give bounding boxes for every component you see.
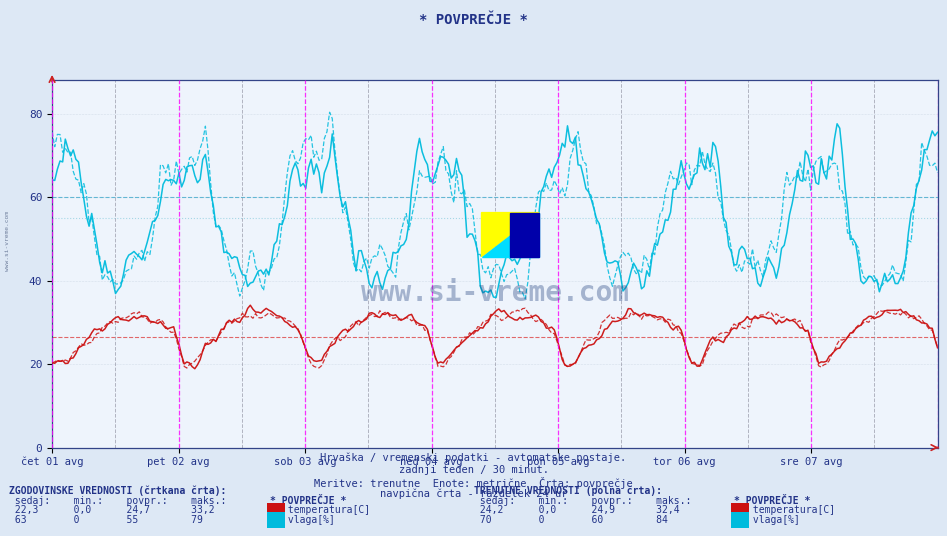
Text: www.si-vreme.com: www.si-vreme.com	[5, 211, 10, 271]
Text: sedaj:    min.:    povpr.:    maks.:: sedaj: min.: povpr.: maks.:	[9, 496, 227, 506]
Text: * POVPREČJE *: * POVPREČJE *	[270, 496, 347, 506]
Text: zadnji teden / 30 minut.: zadnji teden / 30 minut.	[399, 465, 548, 475]
Polygon shape	[481, 213, 539, 257]
Text: * POVPREČJE *: * POVPREČJE *	[420, 13, 527, 27]
Text: * POVPREČJE *: * POVPREČJE *	[734, 496, 811, 506]
Text: TRENUTNE VREDNOSTI (polna črta):: TRENUTNE VREDNOSTI (polna črta):	[474, 485, 662, 496]
Text: Meritve: trenutne  Enote: metrične  Črta: povprečje: Meritve: trenutne Enote: metrične Črta: …	[314, 477, 633, 488]
Text: 63        0        55         79: 63 0 55 79	[9, 515, 221, 525]
Text: 70        0        60         84: 70 0 60 84	[474, 515, 685, 525]
Text: www.si-vreme.com: www.si-vreme.com	[361, 279, 629, 307]
Text: temperatura[C]: temperatura[C]	[747, 505, 835, 516]
Text: ZGODOVINSKE VREDNOSTI (črtkana črta):: ZGODOVINSKE VREDNOSTI (črtkana črta):	[9, 485, 227, 496]
Text: 24,2      0,0      24,9       32,4: 24,2 0,0 24,9 32,4	[474, 505, 685, 516]
Text: temperatura[C]: temperatura[C]	[282, 505, 370, 516]
Text: sedaj:    min.:    povpr.:    maks.:: sedaj: min.: povpr.: maks.:	[474, 496, 691, 506]
Bar	[510, 213, 539, 257]
Text: 22,3      0,0      24,7       33,2: 22,3 0,0 24,7 33,2	[9, 505, 221, 516]
Polygon shape	[481, 213, 539, 257]
Text: vlaga[%]: vlaga[%]	[747, 515, 800, 525]
Text: Hrvaška / vremenski podatki - avtomatske postaje.: Hrvaška / vremenski podatki - avtomatske…	[320, 453, 627, 464]
Text: navpična črta - razdelek 24 ur: navpična črta - razdelek 24 ur	[380, 488, 567, 499]
Text: vlaga[%]: vlaga[%]	[282, 515, 335, 525]
